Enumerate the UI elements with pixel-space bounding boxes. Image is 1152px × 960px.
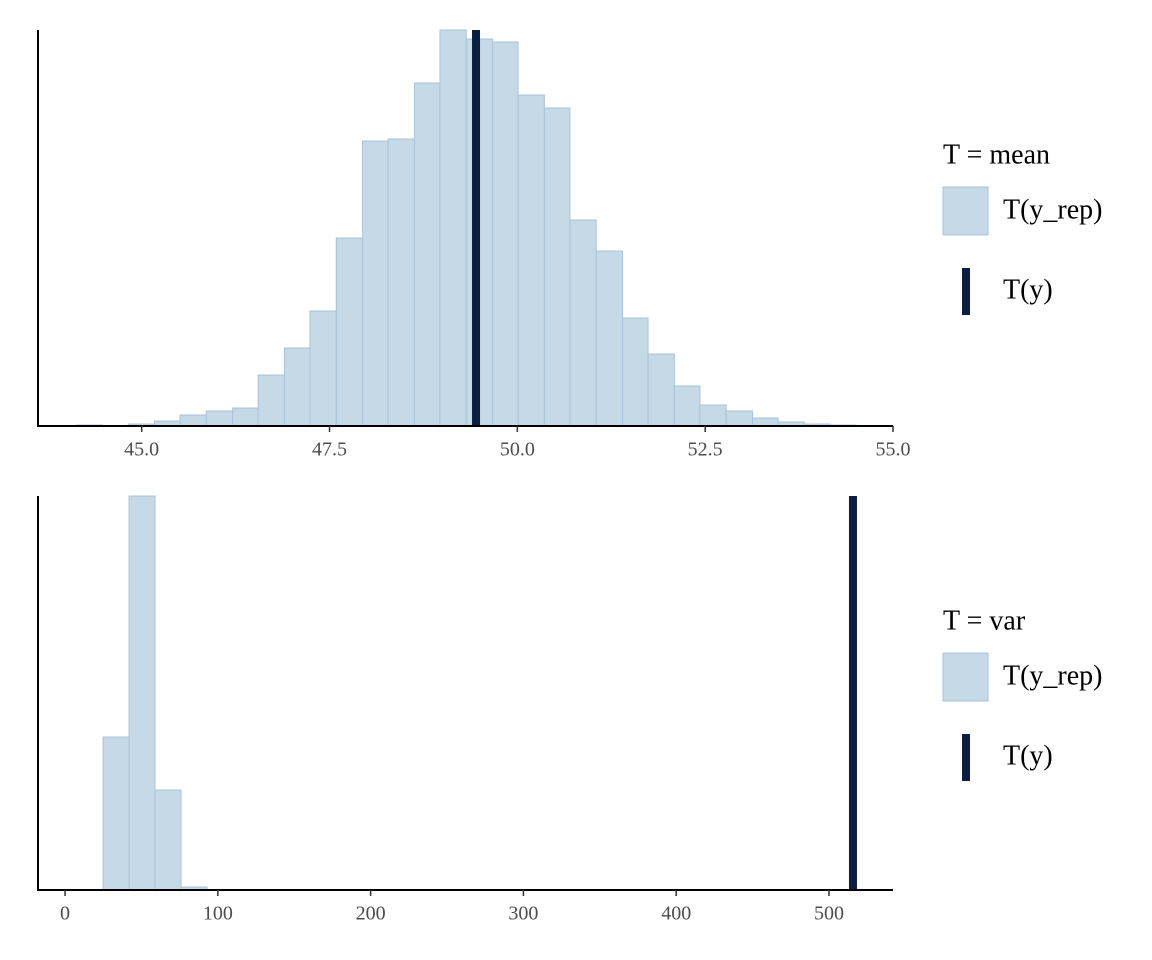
bar bbox=[543, 107, 571, 427]
legend-key bbox=[962, 268, 970, 315]
bar bbox=[725, 410, 754, 427]
bar bbox=[569, 219, 597, 427]
legend-label: T(y_rep) bbox=[1003, 660, 1103, 691]
bar bbox=[439, 29, 467, 427]
legend-title: T = mean bbox=[943, 139, 1050, 170]
x-tick-label: 300 bbox=[508, 903, 538, 925]
bar bbox=[102, 736, 130, 891]
legend-key bbox=[962, 734, 970, 781]
bar bbox=[283, 347, 311, 427]
x-tick-label: 200 bbox=[356, 903, 386, 925]
bar bbox=[492, 41, 519, 427]
bar bbox=[232, 407, 259, 427]
observed-line bbox=[848, 496, 857, 890]
legend-title: T = var bbox=[943, 605, 1026, 636]
x-tick-label: 500 bbox=[814, 903, 844, 925]
legend-label: T(y) bbox=[1003, 740, 1053, 771]
bar bbox=[128, 495, 156, 891]
bar bbox=[413, 82, 441, 427]
legend-key bbox=[942, 652, 989, 702]
x-tick-label: 52.5 bbox=[688, 439, 723, 461]
observed-line bbox=[472, 30, 481, 426]
x-tick-label: 400 bbox=[661, 903, 691, 925]
bar bbox=[179, 414, 207, 427]
bar bbox=[752, 417, 779, 427]
bar bbox=[205, 410, 234, 427]
bar bbox=[362, 140, 389, 427]
bar bbox=[647, 353, 675, 427]
x-tick-label: 45.0 bbox=[124, 439, 159, 461]
bar bbox=[309, 310, 337, 427]
bar bbox=[622, 317, 649, 427]
x-tick-label: 47.5 bbox=[312, 439, 347, 461]
bar bbox=[699, 404, 727, 427]
bar bbox=[154, 789, 182, 891]
x-tick-label: 50.0 bbox=[500, 439, 535, 461]
x-tick-label: 100 bbox=[203, 903, 233, 925]
bar bbox=[517, 94, 545, 427]
bar bbox=[387, 138, 415, 427]
legend-label: T(y_rep) bbox=[1003, 194, 1103, 225]
bar bbox=[595, 250, 624, 427]
legend-label: T(y) bbox=[1003, 274, 1053, 305]
x-tick-label: 55.0 bbox=[876, 439, 911, 461]
bar bbox=[257, 374, 285, 427]
bar bbox=[673, 385, 701, 427]
x-tick-label: 0 bbox=[60, 903, 70, 925]
bar bbox=[335, 237, 364, 427]
legend-key bbox=[942, 186, 989, 236]
